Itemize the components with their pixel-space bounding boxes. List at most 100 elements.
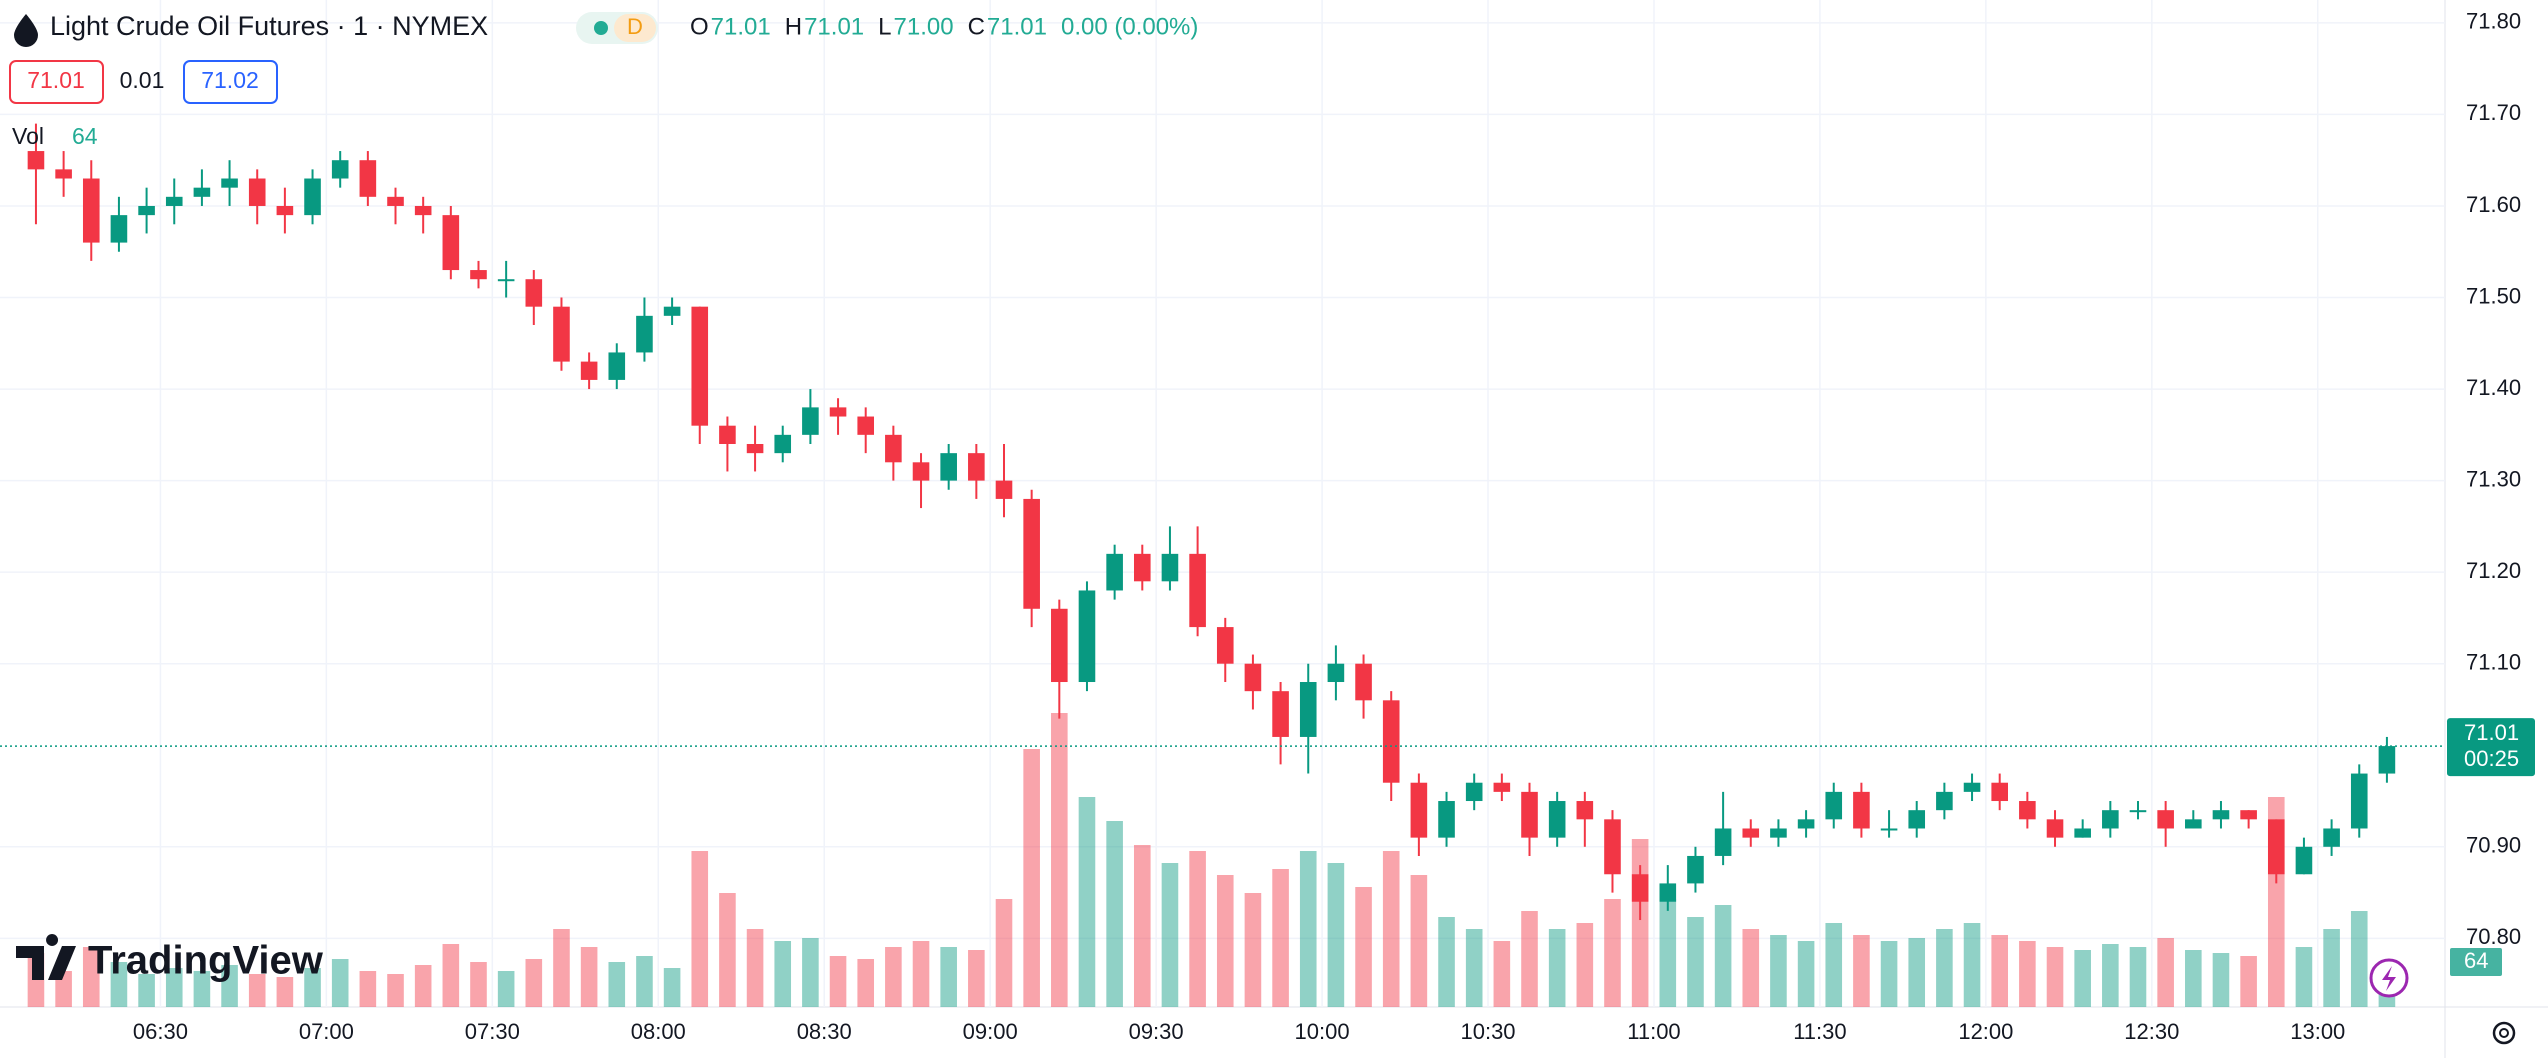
last-price-box [2447, 718, 2535, 777]
volume-bar [1770, 935, 1787, 1007]
volume-bar [414, 965, 432, 1007]
y-tick-label: 71.30 [2466, 466, 2521, 491]
candle-body [82, 178, 100, 243]
candle-body [1797, 819, 1815, 829]
x-tick-label: 09:30 [1129, 1019, 1184, 1044]
candle-body [2046, 819, 2064, 838]
volume-bar [2102, 944, 2119, 1007]
candle-body [1133, 553, 1151, 582]
candle-body [912, 462, 930, 481]
candle-body [248, 178, 266, 206]
candle-body [636, 315, 653, 353]
candle-body [2323, 828, 2340, 847]
x-tick-label: 08:30 [797, 1019, 852, 1044]
volume-bar [138, 974, 155, 1007]
volume-bar [2295, 947, 2313, 1007]
candle-body [2157, 810, 2174, 829]
candle-body [608, 352, 626, 380]
volume-bar [1548, 929, 1566, 1007]
spread: 0.01 [120, 67, 165, 93]
volume-bar [1631, 839, 1649, 1007]
volume-pane [27, 713, 2396, 1007]
volume-bar [2212, 953, 2230, 1007]
y-tick-label: 70.90 [2466, 833, 2521, 858]
ohlc-value: 71.00 [894, 13, 954, 40]
candle-body [1355, 663, 1372, 701]
volume-bar [1797, 941, 1815, 1007]
volume-bar [497, 971, 515, 1007]
volume-bar [359, 971, 377, 1007]
candle-body [1742, 828, 1760, 838]
volume-bar [1106, 821, 1123, 1007]
candle-body [1880, 828, 1898, 831]
volume-bar [1687, 917, 1704, 1007]
candle-body [1051, 608, 1068, 683]
ask-price: 71.02 [201, 67, 259, 93]
symbol-icon [14, 14, 38, 47]
settings-button[interactable] [2492, 1021, 2516, 1045]
volume-bar [1133, 845, 1151, 1007]
candle-body [995, 480, 1013, 499]
volume-bar [1991, 935, 2008, 1007]
candle-body [1244, 663, 1262, 692]
volume-bar [940, 947, 957, 1007]
volume-bar [1299, 851, 1317, 1007]
candle-body [470, 270, 487, 280]
volume-bar [636, 956, 653, 1007]
volume-bar [663, 968, 681, 1007]
volume-bar [193, 971, 211, 1007]
volume-badge: 64 [2464, 948, 2488, 973]
bid-box[interactable] [9, 60, 104, 104]
y-tick-label: 71.50 [2466, 283, 2521, 308]
watermark-text: TradingView [88, 939, 324, 983]
candle-body [2074, 828, 2091, 838]
candle-body [331, 160, 349, 179]
candle-body [1410, 782, 1428, 838]
candle-body [1991, 782, 2008, 802]
x-tick-label: 06:30 [133, 1019, 188, 1044]
volume-bar [1908, 938, 1926, 1007]
volume-bar [2157, 938, 2174, 1007]
candle-body [1770, 828, 1787, 838]
lightning-icon [2382, 966, 2396, 991]
candle-body [802, 407, 819, 435]
candle-body [387, 196, 404, 206]
volume-bar [110, 962, 128, 1007]
candle-body [1299, 682, 1317, 737]
volume-bar [1023, 749, 1040, 1007]
candle-body [1687, 855, 1704, 884]
volume-bar [2323, 929, 2340, 1007]
y-tick-label: 71.20 [2466, 558, 2521, 583]
candle-body [2378, 746, 2396, 774]
watermark: TradingView [16, 934, 324, 983]
candle-body [55, 169, 72, 179]
candle-body [1078, 590, 1096, 683]
volume-bar [802, 938, 819, 1007]
volume-bar [1493, 941, 1511, 1007]
ohlc-value: 71.01 [804, 13, 864, 40]
volume-bar [1382, 851, 1400, 1007]
candle-body [1604, 819, 1621, 875]
settings-icon [2499, 1028, 2509, 1038]
y-tick-label: 70.80 [2466, 924, 2521, 949]
candle-body [2295, 846, 2313, 875]
volume-bar [331, 959, 349, 1007]
candle-body [165, 196, 183, 206]
y-tick-label: 71.60 [2466, 192, 2521, 217]
volume-bar [1521, 911, 1538, 1007]
candle-body [1216, 627, 1234, 664]
ohlc-key: O [690, 13, 709, 40]
candle-body [1327, 663, 1345, 683]
ask-box[interactable] [183, 60, 278, 104]
volume-bar [1963, 923, 1981, 1007]
candle-body [940, 453, 957, 481]
volume-badge-box [2450, 948, 2502, 976]
x-tick-label: 10:30 [1460, 1019, 1515, 1044]
x-tick-label: 10:00 [1295, 1019, 1350, 1044]
candle-body [829, 407, 847, 417]
ohlc-key: L [878, 13, 891, 40]
volume-bar [276, 977, 294, 1007]
bid-price: 71.01 [27, 67, 85, 93]
candle-body [138, 205, 155, 216]
